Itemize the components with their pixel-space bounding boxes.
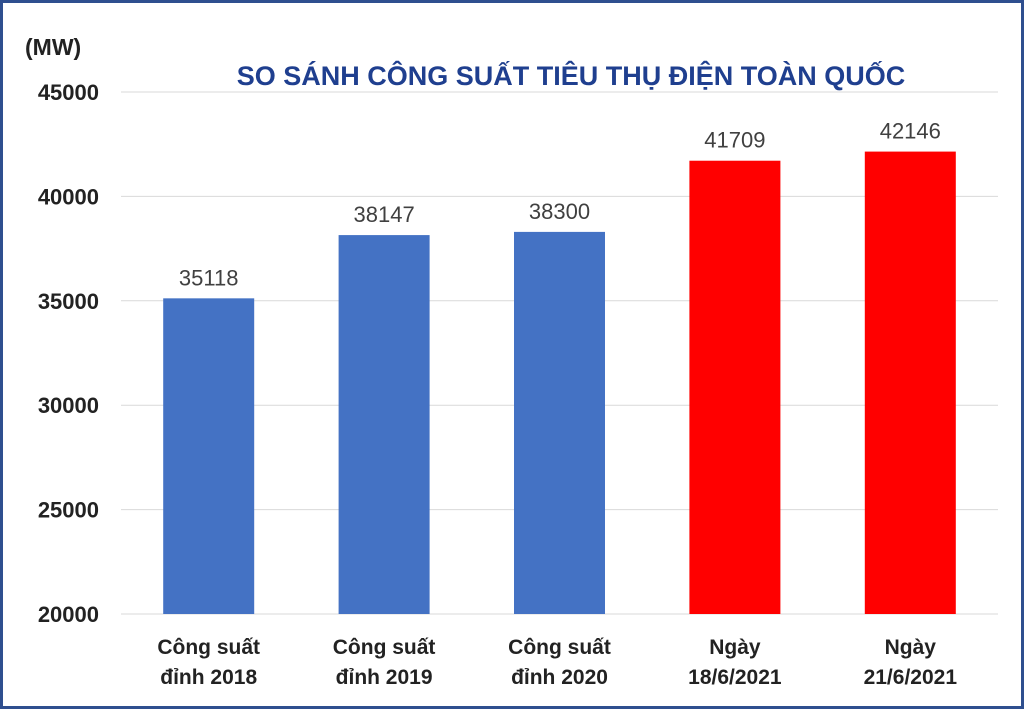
data-label: 38147 bbox=[354, 202, 415, 227]
x-category-label: Công suất đỉnh 2018 bbox=[157, 636, 260, 689]
bar bbox=[864, 151, 956, 614]
bar bbox=[163, 298, 255, 614]
x-category-label: Ngày 18/6/2021 bbox=[688, 636, 782, 689]
x-category-line: Công suất bbox=[333, 636, 436, 659]
bars bbox=[163, 151, 956, 615]
x-category-line: Công suất bbox=[157, 636, 260, 659]
x-category-line: Ngày bbox=[709, 636, 761, 659]
x-category-label: Công suất đỉnh 2019 bbox=[333, 636, 436, 689]
y-axis-unit: (MW) bbox=[25, 34, 81, 60]
bar bbox=[689, 160, 781, 615]
x-category-line: đỉnh 2018 bbox=[160, 666, 257, 689]
x-category-line: đỉnh 2020 bbox=[511, 666, 608, 689]
y-tick-label: 40000 bbox=[38, 184, 99, 209]
bar bbox=[338, 235, 430, 614]
x-category-label: Ngày 21/6/2021 bbox=[864, 636, 958, 689]
data-label: 35118 bbox=[179, 265, 239, 290]
y-tick-label: 35000 bbox=[38, 289, 99, 314]
chart-title: SO SÁNH CÔNG SUẤT TIÊU THỤ ĐIỆN TOÀN QUỐ… bbox=[237, 59, 906, 91]
bar-chart: SO SÁNH CÔNG SUẤT TIÊU THỤ ĐIỆN TOÀN QUỐ… bbox=[25, 34, 998, 689]
y-tick-label: 20000 bbox=[38, 602, 99, 627]
x-category-line: đỉnh 2019 bbox=[336, 666, 433, 689]
x-category-line: Công suất bbox=[508, 636, 611, 659]
x-category-line: 18/6/2021 bbox=[688, 666, 782, 689]
y-axis-ticks: 20000 25000 30000 35000 40000 45000 bbox=[38, 80, 99, 627]
x-category-line: 21/6/2021 bbox=[864, 666, 958, 689]
data-label: 38300 bbox=[529, 199, 590, 224]
data-labels: 35118 38147 38300 41709 42146 bbox=[179, 119, 941, 291]
data-label: 42146 bbox=[880, 119, 941, 144]
y-tick-label: 30000 bbox=[38, 393, 99, 418]
bar bbox=[514, 231, 605, 614]
y-tick-label: 45000 bbox=[38, 80, 99, 105]
x-category-label: Công suất đỉnh 2020 bbox=[508, 636, 611, 689]
x-category-line: Ngày bbox=[885, 636, 937, 659]
data-label: 41709 bbox=[704, 128, 765, 153]
y-tick-label: 25000 bbox=[38, 498, 99, 523]
